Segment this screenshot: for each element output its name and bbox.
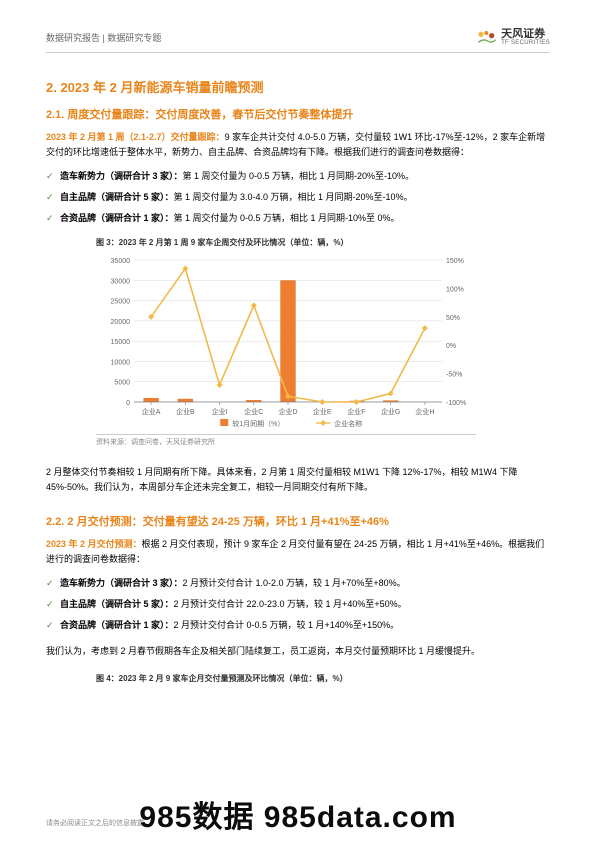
list-item: 合资品牌（调研合计 1 家）：2 月预计交付合计 0-0.5 万辆，较 1 月+… bbox=[60, 618, 550, 633]
brand-cn: 天风证券 bbox=[501, 28, 550, 40]
header-left: 数据研究报告 | 数据研究专题 bbox=[46, 31, 161, 44]
watermark: 985数据 985data.com bbox=[0, 792, 596, 836]
svg-text:30000: 30000 bbox=[111, 278, 131, 285]
svg-text:20000: 20000 bbox=[111, 318, 131, 325]
lead-em: 2023 年 2 月第 1 周（2.1-2.7）交付量跟踪： bbox=[46, 132, 225, 142]
svg-text:5000: 5000 bbox=[114, 379, 130, 386]
chart3-wrap: 图 3：2023 年 2 月第 1 周 9 家车企周交付及环比情况（单位：辆，%… bbox=[96, 237, 476, 447]
logo-icon bbox=[477, 30, 497, 44]
body-paragraph-2: 我们认为，考虑到 2 月春节假期各车企及相关部门陆续复工，员工返岗，本月交付量预… bbox=[46, 644, 550, 659]
svg-text:50%: 50% bbox=[446, 314, 460, 321]
chart3-source: 资料来源：调查问卷，天风证券研究所 bbox=[96, 434, 476, 447]
chart3-title: 图 3：2023 年 2 月第 1 周 9 家车企周交付及环比情况（单位：辆，%… bbox=[96, 237, 476, 248]
list-item: 造车新势力（调研合计 3 家）：第 1 周交付量为 0-0.5 万辆，相比 1 … bbox=[60, 169, 550, 184]
svg-text:0%: 0% bbox=[446, 343, 456, 350]
list-item: 合资品牌（调研合计 1 家）：第 1 周交付量为 0-0.5 万辆，相比 1 月… bbox=[60, 211, 550, 226]
svg-text:-50%: -50% bbox=[446, 371, 462, 378]
svg-text:企业H: 企业H bbox=[415, 407, 434, 416]
svg-text:企业D: 企业D bbox=[278, 407, 297, 416]
svg-text:150%: 150% bbox=[446, 258, 464, 265]
svg-text:-100%: -100% bbox=[446, 400, 466, 407]
brand-en: TF SECURITIES bbox=[501, 40, 550, 46]
check-list-2: 造车新势力（调研合计 3 家）：2 月预计交付合计 1.0-2.0 万辆，较 1… bbox=[46, 576, 550, 634]
list-item: 自主品牌（调研合计 5 家）：第 1 周交付量为 3.0-4.0 万辆，相比 1… bbox=[60, 190, 550, 205]
list-item: 自主品牌（调研合计 5 家）：2 月预计交付合计 22.0-23.0 万辆，较 … bbox=[60, 597, 550, 612]
svg-text:企业G: 企业G bbox=[381, 407, 400, 416]
svg-text:企业B: 企业B bbox=[176, 407, 195, 416]
svg-text:企业F: 企业F bbox=[347, 407, 365, 416]
subsection-title-2: 2.2. 2 月交付预测：交付量有望达 24-25 万辆，环比 1 月+41%至… bbox=[46, 513, 550, 529]
lead-em-2: 2023 年 2 月交付预测： bbox=[46, 539, 142, 549]
page-header: 数据研究报告 | 数据研究专题 天风证券 TF SECURITIES bbox=[46, 28, 550, 53]
svg-text:企业C: 企业C bbox=[244, 407, 263, 416]
svg-text:较1月同期（%）: 较1月同期（%） bbox=[232, 419, 284, 428]
chart4-title: 图 4：2023 年 2 月 9 家车企月交付量预测及环比情况（单位：辆，%） bbox=[96, 673, 550, 684]
svg-text:35000: 35000 bbox=[111, 258, 131, 265]
svg-text:0: 0 bbox=[126, 400, 130, 407]
svg-text:15000: 15000 bbox=[111, 339, 131, 346]
svg-text:100%: 100% bbox=[446, 286, 464, 293]
lead-paragraph-2: 2023 年 2 月交付预测：根据 2 月交付表现，预计 9 家车企 2 月交付… bbox=[46, 537, 550, 568]
subsection-title: 2.1. 周度交付量跟踪：交付周度改善，春节后交付节奏整体提升 bbox=[46, 106, 550, 122]
svg-text:企业E: 企业E bbox=[313, 407, 332, 416]
check-list-1: 造车新势力（调研合计 3 家）：第 1 周交付量为 0-0.5 万辆，相比 1 … bbox=[46, 169, 550, 227]
svg-text:企业I: 企业I bbox=[212, 407, 228, 416]
lead-paragraph: 2023 年 2 月第 1 周（2.1-2.7）交付量跟踪：9 家车企共计交付 … bbox=[46, 130, 550, 161]
page-footer: 请务必阅读正文之后的信息披露 bbox=[46, 818, 144, 828]
svg-text:企业名称: 企业名称 bbox=[334, 419, 362, 428]
svg-text:10000: 10000 bbox=[111, 359, 131, 366]
brand-logo: 天风证券 TF SECURITIES bbox=[477, 28, 550, 46]
list-item: 造车新势力（调研合计 3 家）：2 月预计交付合计 1.0-2.0 万辆，较 1… bbox=[60, 576, 550, 591]
body-paragraph: 2 月整体交付节奏相较 1 月同期有所下降。具体来看，2 月第 1 周交付量相较… bbox=[46, 465, 550, 496]
svg-text:25000: 25000 bbox=[111, 298, 131, 305]
chart3: 0 5000 10000 15000 20000 25000 30000 35000 -100%… bbox=[96, 252, 476, 432]
svg-text:企业A: 企业A bbox=[142, 407, 161, 416]
section-title: 2. 2023 年 2 月新能源车销量前瞻预测 bbox=[46, 77, 550, 96]
